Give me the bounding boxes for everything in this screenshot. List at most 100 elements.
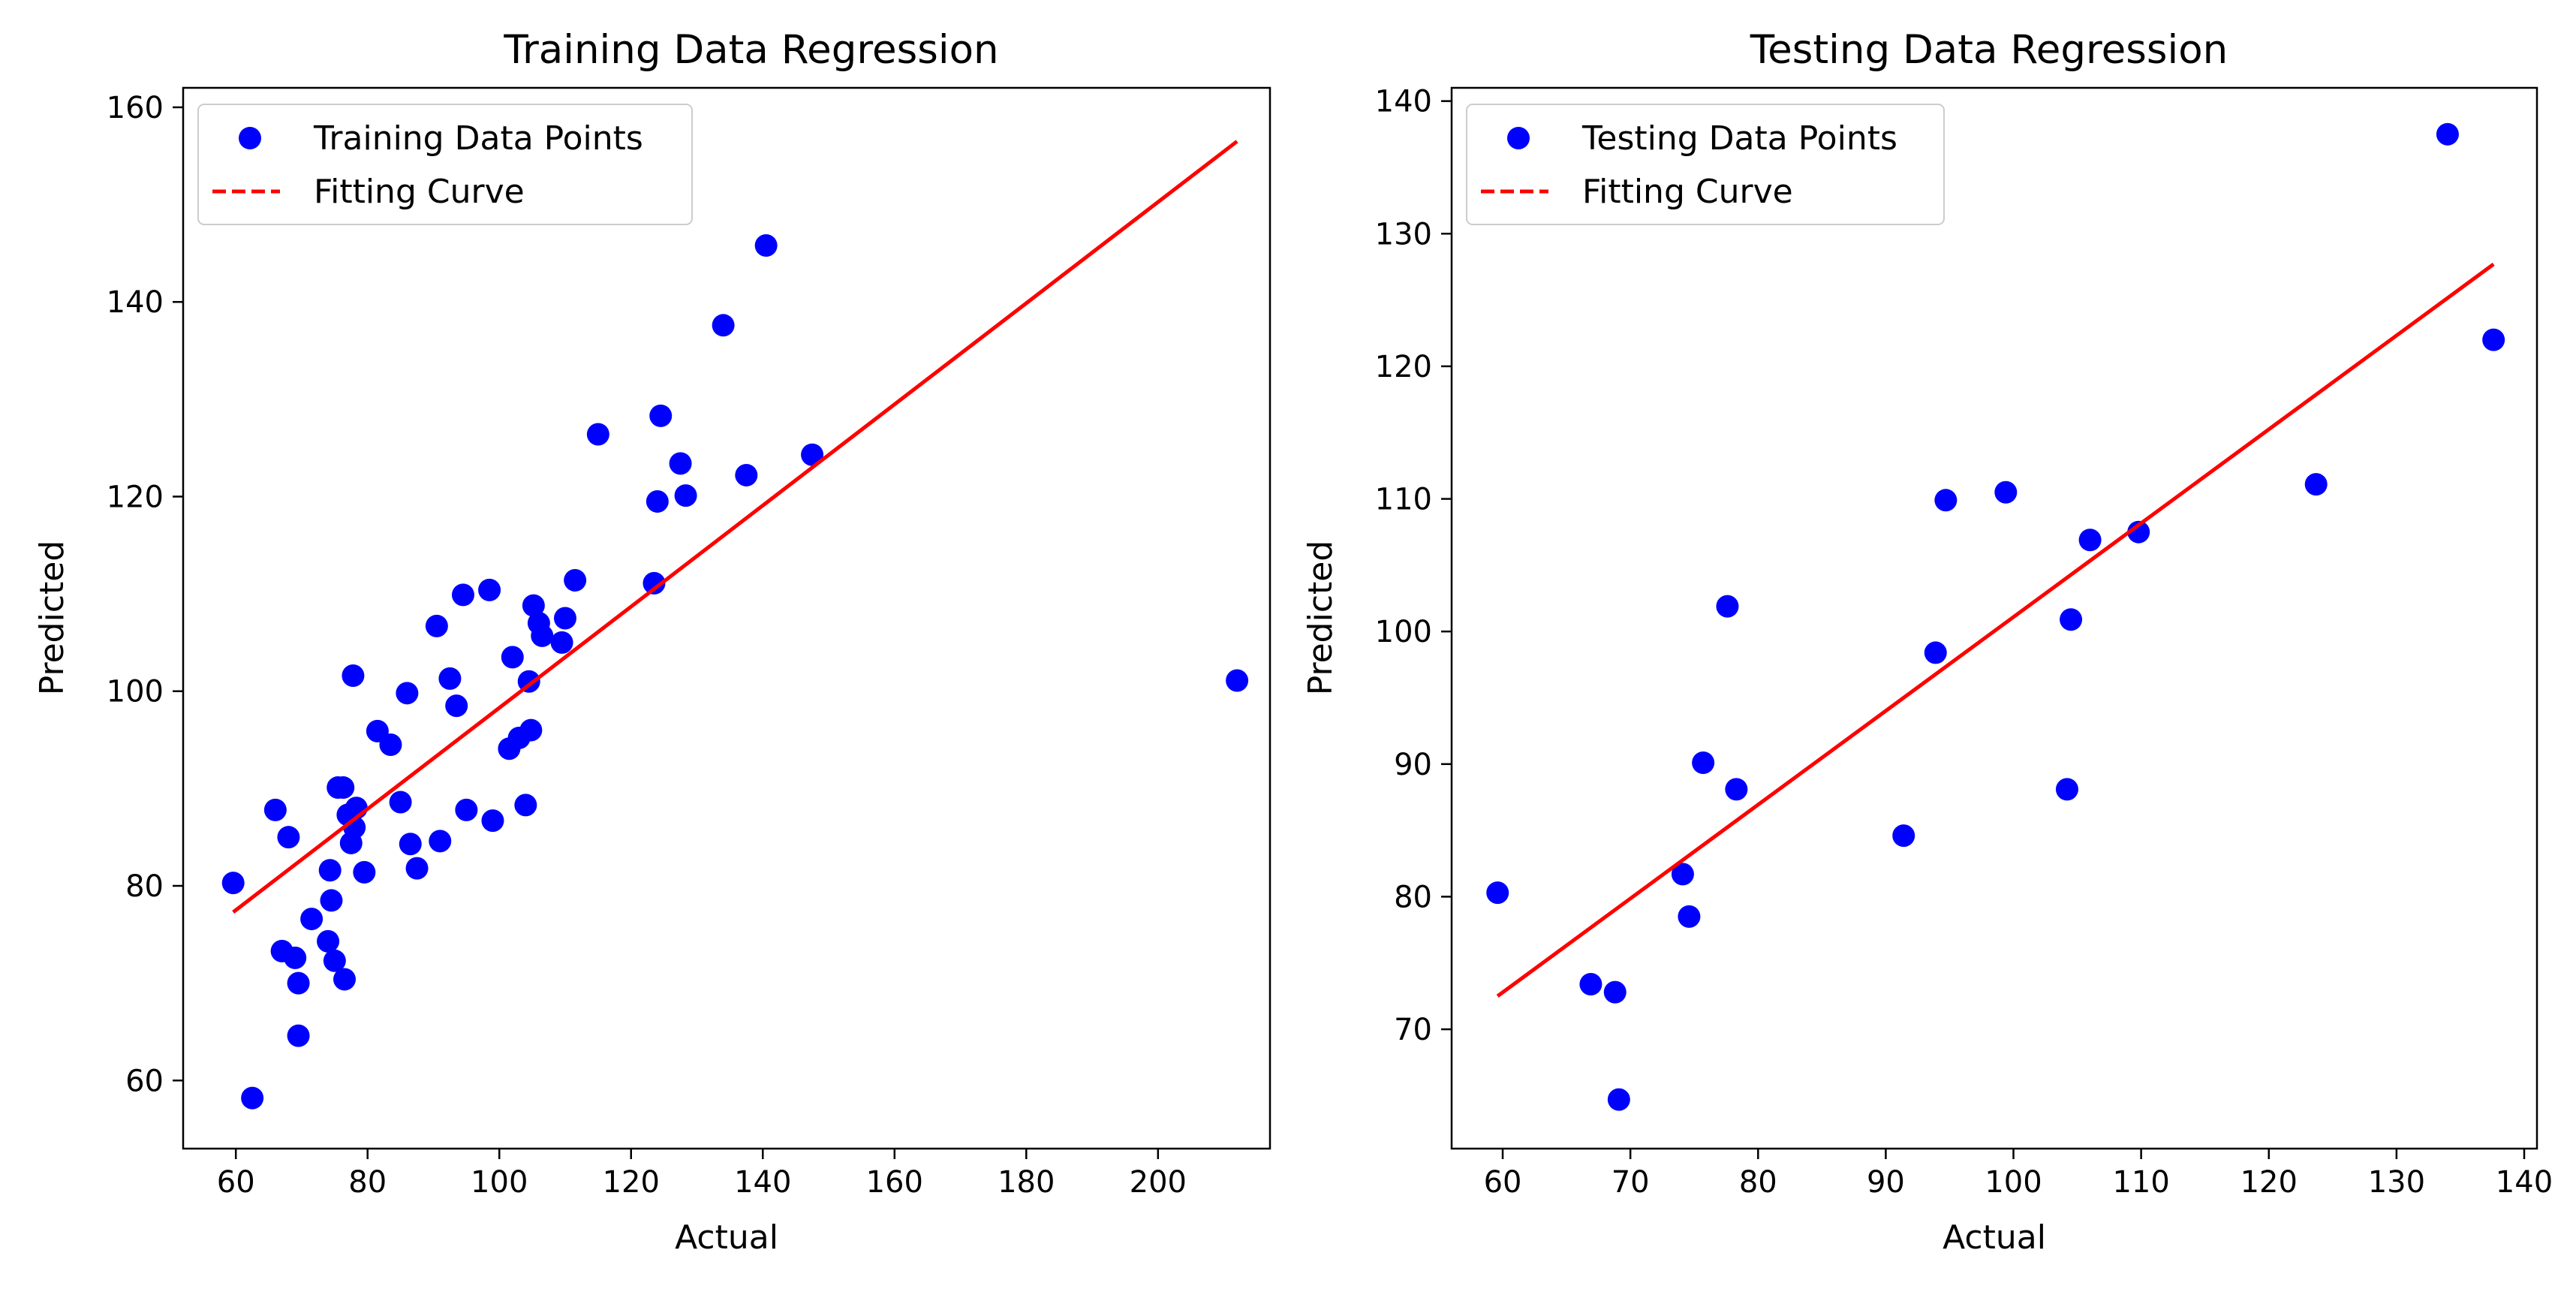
testing-ytick-label: 110 [1375, 483, 1432, 517]
training-chart-axes-frame [182, 86, 1271, 1150]
training-data-point [455, 798, 478, 821]
training-xtick-label: 60 [217, 1165, 255, 1200]
training-data-point [287, 971, 310, 995]
training-data-point [284, 946, 307, 969]
training-chart-legend: Training Data Points Fitting Curve [197, 104, 693, 225]
training-data-point [342, 664, 365, 687]
training-data-point [318, 859, 342, 882]
training-data-point [379, 733, 402, 757]
training-legend-marker [239, 127, 261, 149]
training-chart-ticks: 60 80 100 120 140 160 180 200 60 80 100 120 140 160 [107, 91, 1187, 1200]
testing-chart-ylabel: Predicted [1302, 541, 1340, 696]
testing-ytick-label: 130 [1375, 217, 1432, 251]
testing-data-point [2127, 520, 2150, 544]
testing-xtick-label: 80 [1739, 1165, 1777, 1200]
testing-ytick-label: 90 [1394, 748, 1432, 782]
testing-ytick-label: 100 [1375, 615, 1432, 649]
training-data-point [564, 568, 587, 592]
training-data-point [646, 489, 669, 513]
training-xtick-label: 140 [734, 1165, 791, 1200]
training-data-point [277, 826, 300, 849]
testing-chart-axes-frame [1450, 86, 2538, 1150]
training-xtick-label: 80 [348, 1165, 387, 1200]
training-ytick-label: 140 [107, 285, 164, 320]
testing-data-point [2078, 529, 2102, 552]
training-chart: Training Data Regression 60 80 100 120 140 16… [33, 27, 1271, 1257]
testing-data-point [1579, 972, 1602, 995]
training-data-point [481, 809, 504, 833]
testing-data-point [1671, 863, 1694, 886]
training-data-point [550, 631, 573, 654]
training-data-point [519, 718, 543, 742]
training-data-point [320, 889, 343, 912]
testing-legend-label-line: Fitting Curve [1582, 173, 1793, 211]
testing-chart-title: Testing Data Regression [1750, 27, 2228, 73]
training-data-point [429, 830, 452, 853]
training-data-point [514, 794, 537, 817]
testing-legend-label-points: Testing Data Points [1581, 119, 1897, 158]
training-data-point [649, 404, 673, 427]
testing-ytick-label: 70 [1394, 1013, 1432, 1047]
testing-data-point [1892, 824, 1915, 848]
testing-data-point [1994, 480, 2018, 504]
training-xtick-label: 200 [1130, 1165, 1187, 1200]
training-ytick-label: 120 [107, 480, 164, 514]
training-data-point [263, 798, 287, 821]
testing-legend-box [1466, 104, 1945, 225]
training-xtick-label: 120 [603, 1165, 660, 1200]
training-chart-marks [221, 140, 1249, 1110]
training-data-point [399, 833, 422, 856]
training-ytick-label: 100 [107, 675, 164, 709]
training-data-point [478, 578, 501, 601]
testing-fitting-curve [1496, 262, 2495, 998]
testing-data-point [1678, 905, 1701, 928]
training-data-point [531, 624, 554, 647]
training-data-point [553, 607, 576, 630]
training-data-point [674, 484, 697, 507]
testing-data-point [1486, 881, 1509, 905]
training-data-point [332, 776, 355, 800]
training-data-point [754, 234, 778, 257]
training-legend-label-line: Fitting Curve [314, 173, 525, 211]
testing-data-point [1603, 980, 1627, 1004]
training-data-point [445, 694, 468, 718]
training-data-point [221, 872, 245, 895]
training-data-point [642, 571, 666, 595]
training-fitting-curve [232, 140, 1238, 914]
testing-chart-xlabel: Actual [1943, 1218, 2046, 1257]
training-data-point [323, 949, 346, 972]
testing-xtick-label: 100 [1985, 1165, 2042, 1200]
training-data-point [287, 1024, 310, 1047]
training-data-point [801, 443, 824, 466]
training-data-point [451, 583, 474, 607]
training-xtick-label: 180 [998, 1165, 1055, 1200]
training-chart-title: Training Data Regression [503, 27, 998, 73]
testing-legend-marker [1507, 127, 1530, 149]
testing-xtick-label: 60 [1484, 1165, 1522, 1200]
testing-chart-ticks: 60 70 80 90 100 110 120 130 140 70 80 90 100 110 120 13… [1375, 85, 2553, 1200]
testing-data-point [2304, 473, 2328, 496]
training-data-point [353, 860, 376, 884]
testing-ytick-label: 80 [1394, 880, 1432, 914]
testing-chart-legend: Testing Data Points Fitting Curve [1466, 104, 1945, 225]
testing-ytick-label: 140 [1375, 85, 1432, 119]
training-xtick-label: 160 [866, 1165, 923, 1200]
training-data-point [405, 857, 429, 880]
testing-data-point [2055, 778, 2078, 801]
training-data-point [333, 968, 357, 991]
testing-data-point [1924, 641, 1947, 664]
testing-xtick-label: 70 [1612, 1165, 1650, 1200]
training-data-point [735, 463, 758, 486]
testing-data-point [1607, 1088, 1630, 1111]
training-legend-label-points: Training Data Points [313, 119, 643, 158]
training-ytick-label: 80 [125, 869, 164, 904]
testing-data-point [2436, 122, 2459, 146]
testing-data-point [1725, 778, 1748, 801]
training-xtick-label: 100 [471, 1165, 528, 1200]
training-data-point [712, 314, 735, 337]
training-data-point [522, 594, 545, 617]
testing-data-point [1716, 595, 1739, 618]
training-legend-box [197, 104, 693, 225]
testing-xtick-label: 120 [2240, 1165, 2298, 1200]
